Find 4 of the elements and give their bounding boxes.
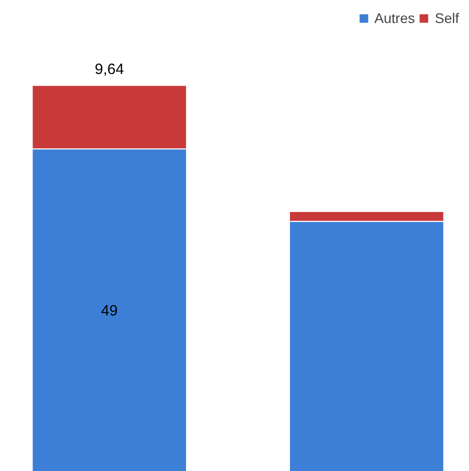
data-label: 49 bbox=[101, 302, 118, 320]
data-label: 9,64 bbox=[94, 60, 124, 78]
legend-label: Autres bbox=[374, 10, 415, 26]
legend-label: Self bbox=[434, 10, 459, 26]
